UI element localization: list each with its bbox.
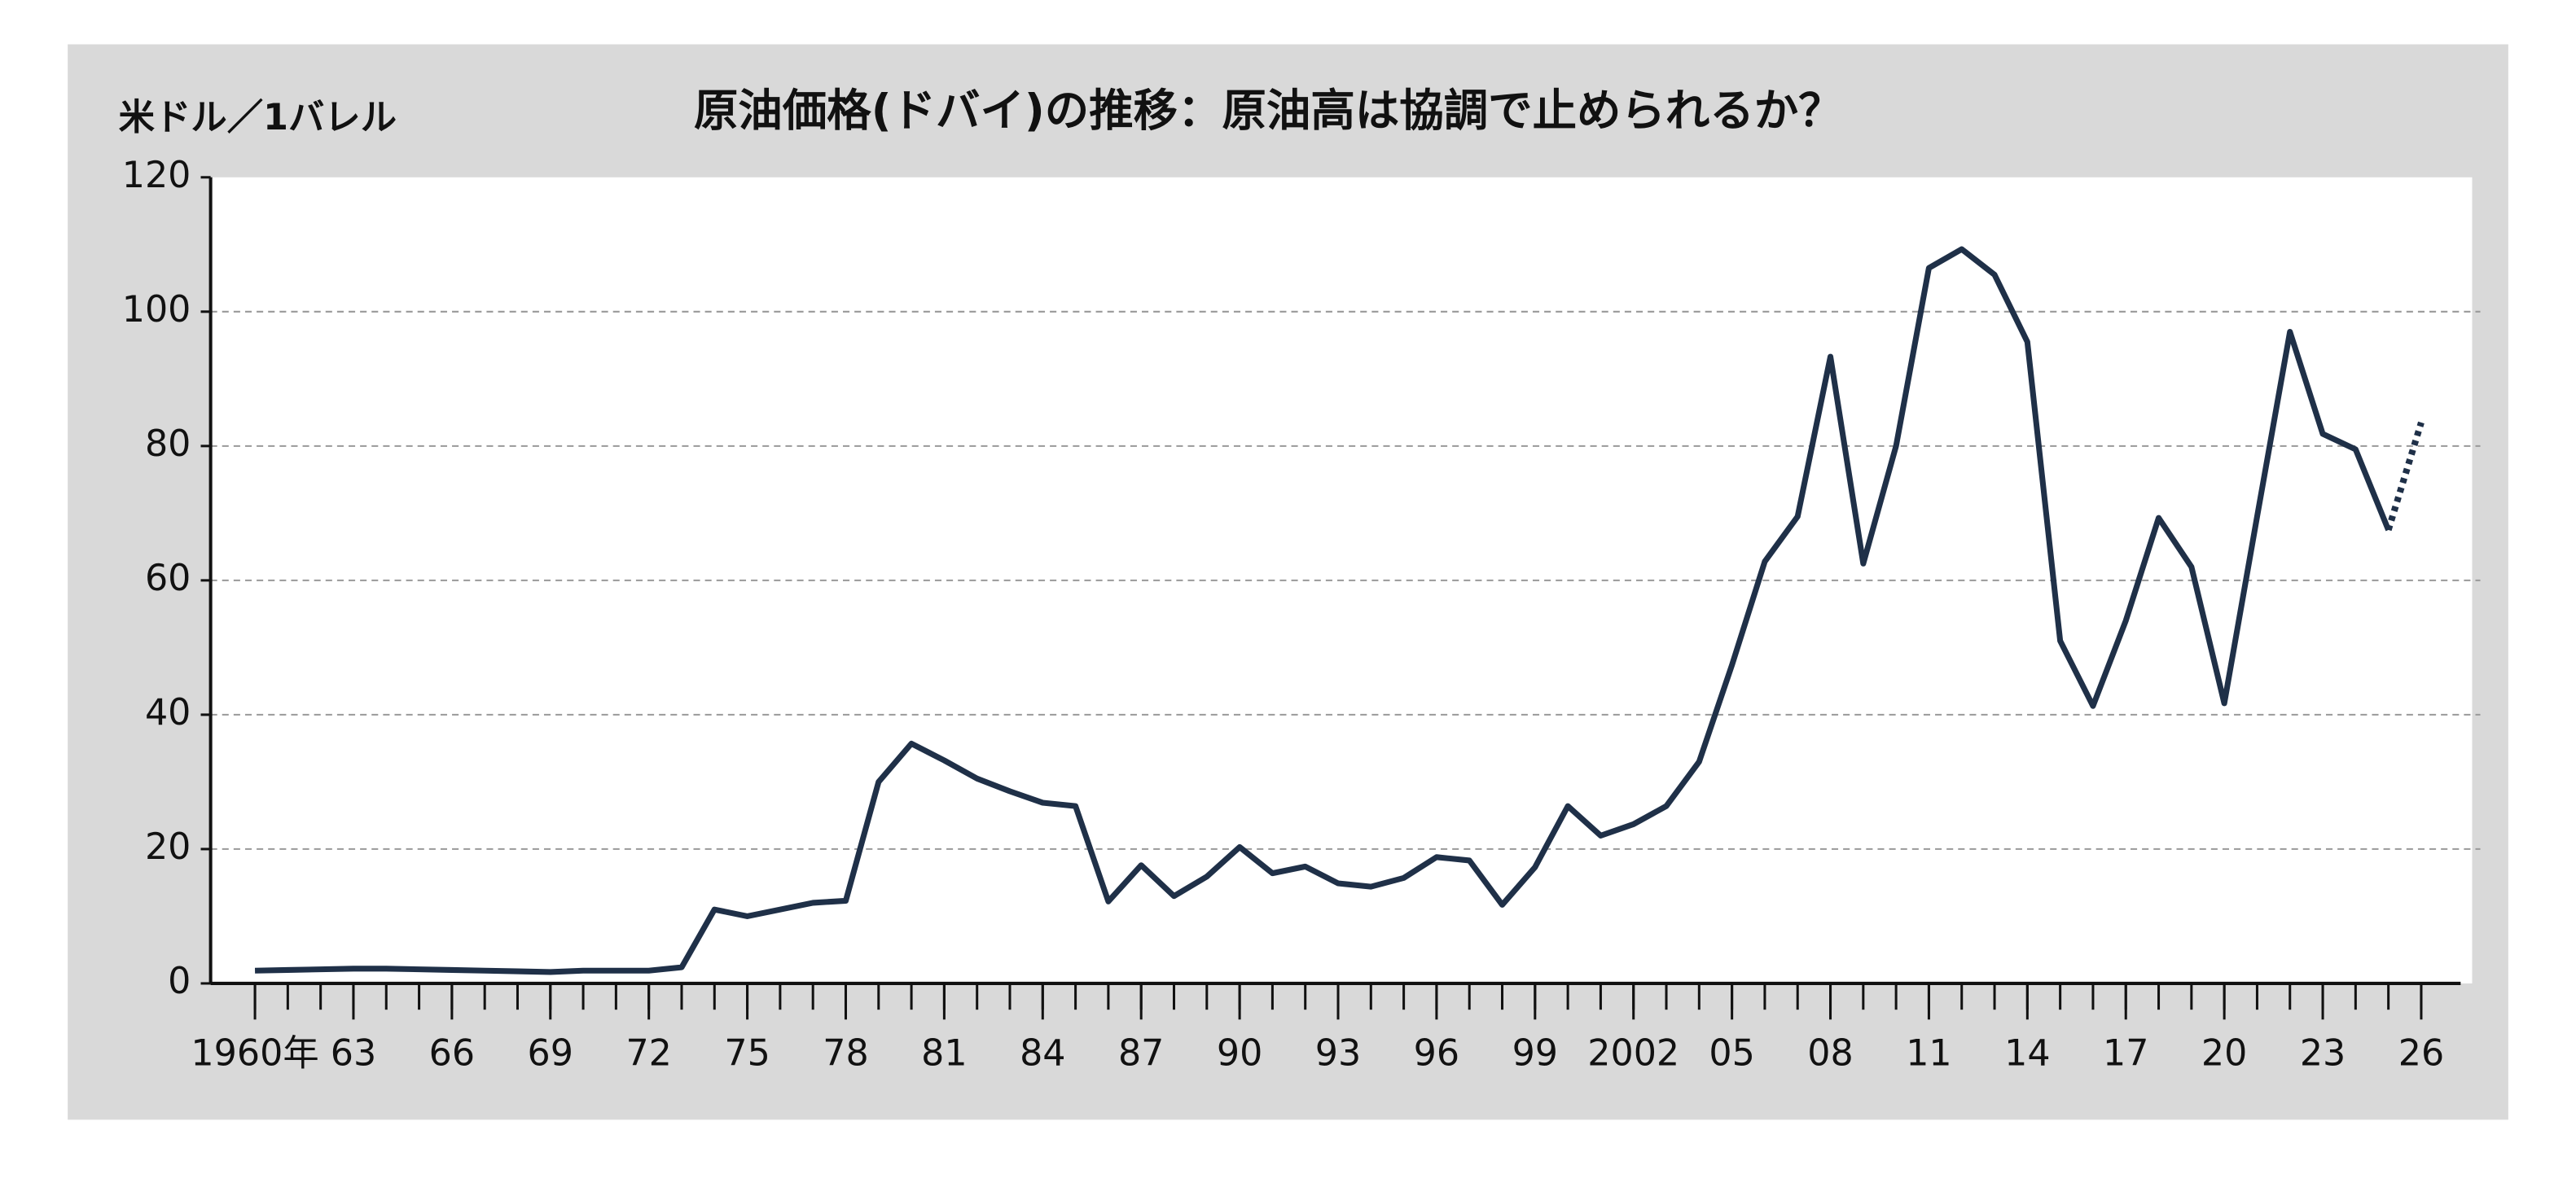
x-tick-label: 05 [1709,1033,1754,1075]
x-tick-label: 14 [2004,1033,2050,1075]
x-tick-label: 72 [625,1033,671,1075]
y-tick-label: 0 [168,961,191,1002]
x-tick-label: 87 [1118,1033,1164,1075]
x-tick-label: 23 [2300,1033,2346,1075]
chart-title: 原油価格(ドバイ)の推移：原油高は協調で止められるか？ [694,84,1843,136]
x-tick-label: 81 [921,1033,967,1075]
x-tick-label: 84 [1020,1033,1065,1075]
y-tick-label: 100 [122,289,191,331]
x-tick-label: 08 [1807,1033,1853,1075]
x-tick-label: 75 [724,1033,770,1075]
x-tick-label: 90 [1217,1033,1262,1075]
x-tick-label: 1960年 [191,1033,318,1075]
x-tick-label: 69 [528,1033,573,1075]
x-tick-label: 2002 [1587,1033,1679,1075]
x-tick-label: 93 [1315,1033,1361,1075]
x-tick-label: 20 [2201,1033,2247,1075]
x-tick-label: 11 [1906,1033,1951,1075]
x-tick-label: 17 [2103,1033,2148,1075]
y-axis-label: 米ドル／1バレル [119,97,397,138]
x-tick-label: 96 [1414,1033,1459,1075]
x-tick-label: 63 [331,1033,376,1075]
y-tick-label: 60 [145,558,191,599]
x-tick-label: 26 [2398,1033,2444,1075]
x-tick-label: 78 [823,1033,868,1075]
x-tick-label: 66 [429,1033,475,1075]
y-tick-label: 80 [145,423,191,465]
x-tick-label: 99 [1512,1033,1558,1075]
y-tick-label: 20 [145,826,191,868]
y-tick-label: 40 [145,692,191,734]
y-tick-label: 120 [122,155,191,196]
data-line [254,246,2391,975]
